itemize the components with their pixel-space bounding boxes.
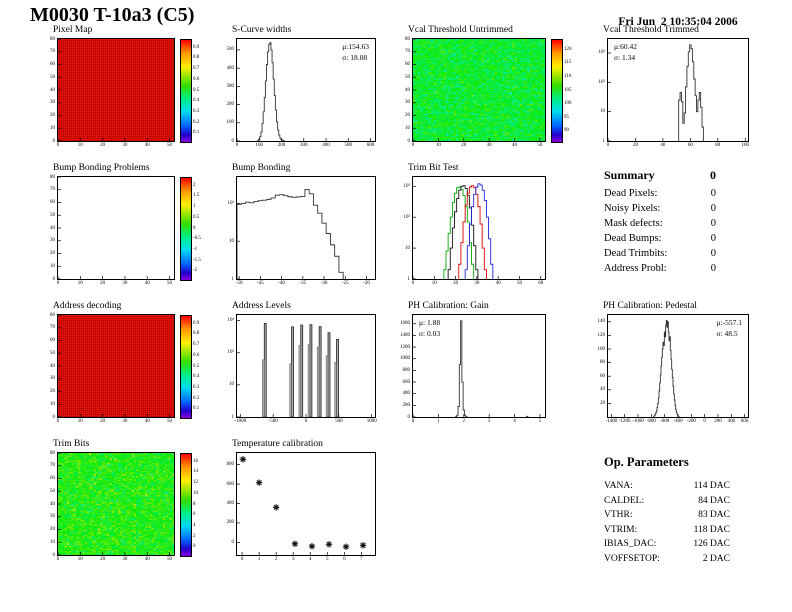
temperature-calibration-frame: 0 1 2 3 4 5 6 7 0 200 400 600 800 [227,452,376,562]
summary-row: Address Probl: 0 [604,261,716,276]
stats-box: μ:154.63 σ: 18.08 [342,42,369,62]
summary-value: 0 [710,233,716,244]
summary-label: Address Probl: [604,263,667,274]
bump-bonding-frame: -50 -45 -40 -35 -30 -25 -20 1 10 10² [228,176,376,286]
address-levels-frame: -1000 -500 0 500 1000 1 10 10² 10³ [228,314,377,424]
plot-title: Temperature calibration [232,439,323,449]
vcal-trimmed-plot: Vcal Threshold Trimmed 0 20 40 60 80 100 1 10 10… [599,25,749,148]
op-parameter-label: VOFFSETOP: [604,553,660,564]
op-parameter-value: 84 DAC [698,495,730,506]
trim-bit-test-plot: Trim Bit Test 0 10 20 30 40 50 60 1 10 10² 10³ [404,163,546,286]
trim-bits-plot: Trim Bits 0 10 20 30 40 50 0 10 20 30 40 50 60 70 80 16… [50,439,198,563]
summary-value: 0 [710,203,716,214]
plot-title: Bump Bonding [232,163,291,173]
plot-title: S-Curve widths [232,25,292,35]
colorbar [180,315,192,419]
op-parameter-row: VANA: 114 DAC [604,479,730,494]
plot-title: Vcal Threshold Trimmed [603,25,699,35]
summary-row: Dead Bumps: 0 [604,231,716,246]
op-parameter-value: 118 DAC [693,524,730,535]
temperature-calibration-plot: Temperature calibration 0 1 2 3 4 5 6 7 0 200 400 6… [227,439,376,562]
op-parameter-label: VANA: [604,481,633,491]
op-parameter-label: CALDEL: [604,495,645,506]
summary-label: Dead Bumps: [604,233,662,244]
summary-value: 0 [710,263,716,274]
page-title: M0030 T-10a3 (C5) [30,4,195,26]
bump-bonding-problems-frame: 0 10 20 30 40 50 0 10 20 30 40 50 60 70 80 2 1.5 1 0.5 0 -0.… [50,174,201,287]
op-parameter-value: 126 DAC [693,539,730,549]
op-parameters-heading: Op. Parameters [604,455,689,469]
op-parameter-value: 83 DAC [698,510,730,520]
plot-title: Trim Bit Test [408,163,459,173]
plot-title: Pixel Map [53,25,93,35]
scurve-widths-plot: S-Curve widths 0 100 200 300 400 500 600 0 100 20… [227,25,376,148]
summary-label: Dead Pixels: [604,188,658,199]
op-parameter-label: IBIAS_DAC: [604,539,657,549]
summary-row: Dead Pixels: 0 [604,186,716,201]
colorbar [180,453,192,557]
colorbar [551,39,563,143]
trim-bit-test-frame: 0 10 20 30 40 50 60 1 10 10² 10³ [404,176,546,286]
colorbar [180,39,192,143]
summary-panel: Summary 0 Dead Pixels: 0 Noisy Pixels: 0… [604,168,716,276]
op-parameter-row: VTRIM: 118 DAC [604,523,730,538]
vcal-trimmed-frame: 0 20 40 60 80 100 1 10 10² 10³ μ:60.42 σ: 1.34 [599,38,749,148]
summary-label: Noisy Pixels: [604,203,661,214]
pixel-map-plot: Pixel Map 0 10 20 30 40 50 0 10 20 30 40 50 60 70 80 0.… [50,25,200,149]
summary-total: 0 [710,168,716,182]
scurve-widths-frame: 0 100 200 300 400 500 600 0 100 200 300 400 500 μ:154… [227,38,376,148]
summary-row: Mask defects: 0 [604,216,716,231]
summary-value: 0 [710,218,716,229]
address-levels-plot: Address Levels -1000 -500 0 500 1000 1 10 10² 10… [228,301,377,424]
op-parameter-label: VTHR: [604,510,633,520]
summary-heading: Summary [604,168,655,182]
ph-calibration-pedestal-frame: -1400 -1200 -1000 -800 -600 -400 -200 0 200 400 60… [598,314,749,424]
plot-title: PH Calibration: Pedestal [603,301,697,311]
op-parameter-row: VOFFSETOP: 2 DAC [604,552,730,567]
op-parameter-row: VTHR: 83 DAC [604,508,730,523]
plot-title: Trim Bits [53,439,90,449]
op-parameter-value: 114 DAC [693,481,730,491]
address-decoding-plot: Address decoding 0 10 20 30 40 50 0 10 20 30 40 50 6… [50,301,200,425]
stats-box: μ:60.42 σ: 1.34 [614,42,637,62]
op-parameters-panel: Op. Parameters VANA: 114 DAC CALDEL: 84 … [604,455,730,566]
summary-value: 0 [710,188,716,199]
bump-bonding-problems-plot: Bump Bonding Problems 0 10 20 30 40 50 0 10 20 30… [50,163,201,287]
stats-box: μ:-557.1 σ: 48.5 [716,318,742,338]
summary-label: Mask defects: [604,218,663,229]
plot-title: Bump Bonding Problems [53,163,150,173]
address-decoding-frame: 0 10 20 30 40 50 0 10 20 30 40 50 60 70 80 0.9 0.8 0.7 0.6… [50,312,200,425]
plot-title: PH Calibration: Gain [408,301,489,311]
summary-value: 0 [710,248,716,259]
op-parameter-value: 2 DAC [702,553,730,564]
op-parameter-label: VTRIM: [604,524,638,535]
plot-title: Vcal Threshold Untrimmed [408,25,513,35]
op-parameter-row: CALDEL: 84 DAC [604,494,730,509]
plot-title: Address decoding [53,301,122,311]
colorbar [180,177,192,281]
ph-calibration-gain-frame: 0 1 2 3 4 5 0 200 400 600 800 1000 1200 1400 1600 μ: 1.… [400,314,546,424]
summary-label: Dead Trimbits: [604,248,668,259]
ph-calibration-pedestal-plot: PH Calibration: Pedestal -1400 -1200 -1000… [598,301,749,424]
timestamp: Fri Jun 2 10:35:04 2006 [618,16,738,28]
summary-row: Noisy Pixels: 0 [604,201,716,216]
bump-bonding-plot: Bump Bonding -50 -45 -40 -35 -30 -25 -20 1 10 10² [228,163,376,286]
trim-bits-frame: 0 10 20 30 40 50 0 10 20 30 40 50 60 70 80 16 14 12 10 8 6 4 2… [50,450,198,563]
ph-calibration-gain-plot: PH Calibration: Gain 0 1 2 3 4 5 0 200 400 600 800… [400,301,546,424]
vcal-untrimmed-plot: Vcal Threshold Untrimmed 0 10 20 30 40 50 0 10 2… [405,25,572,149]
summary-row: Dead Trimbits: 0 [604,246,716,261]
stats-box: μ: 1.88 σ: 0.03 [419,318,441,338]
pixel-map-frame: 0 10 20 30 40 50 0 10 20 30 40 50 60 70 80 0.9 0.8 0.7 0.6… [50,36,200,149]
plot-title: Address Levels [232,301,291,311]
vcal-untrimmed-frame: 0 10 20 30 40 50 0 10 20 30 40 50 60 70 80 120 115 110 105… [405,36,572,149]
op-parameter-row: IBIAS_DAC: 126 DAC [604,537,730,552]
